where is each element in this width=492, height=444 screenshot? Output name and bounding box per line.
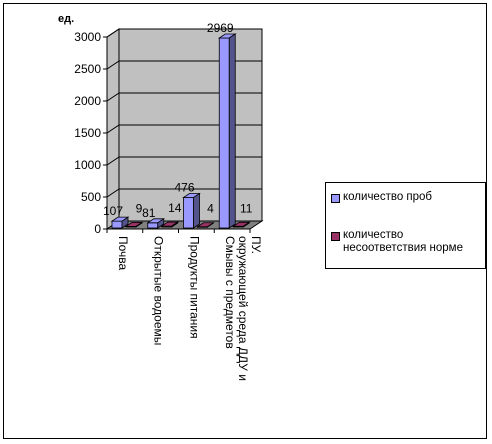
bar-2-2 [160,221,180,228]
legend-swatch-series-2 [331,232,340,241]
bar-2-4 [231,221,251,228]
legend-label-series-1: количество проб [343,191,433,203]
bar-side [228,33,236,229]
data-label-2-3: 4 [207,202,214,216]
gridline [106,156,262,166]
bar-front [183,197,194,229]
x-tick-label-line: Почва [116,236,130,271]
bar-side [193,192,200,229]
bar-1-3 [182,192,201,229]
x-tick-label-2: Открытые водоемы [152,236,166,345]
bar-front [111,220,123,229]
bar-2-3 [196,221,215,228]
bar-front [218,37,230,229]
x-tick-label-line: Продукты питания [187,236,201,339]
y-tick-label: 500 [81,190,101,204]
gridline [106,60,262,70]
legend: количество проб количество несоответстви… [325,182,486,269]
x-tick-label-line: Смывы с предметов [223,236,237,349]
gridline [106,188,262,198]
bar-side [121,216,129,229]
y-axis-label: ед. [58,13,74,25]
legend-swatch-series-1 [331,194,340,203]
x-tick-label-line: Открытые водоемы [152,236,166,345]
data-label-2-1: 9 [136,201,143,215]
y-tick-label: 2500 [74,62,101,76]
data-label-1-3: 476 [174,181,194,195]
x-tick-label-line: окружающей среда ДДУ и [236,236,250,381]
y-tick-label: 3000 [74,30,101,44]
bar-side [242,221,250,228]
gridline [106,92,262,102]
bar-side [171,221,179,228]
y-tick-label: 0 [94,222,101,236]
gridline [106,28,262,38]
gridline [106,124,262,134]
data-label-1-2: 81 [142,206,156,220]
legend-item-series-2: количество несоответствия норме [331,229,486,255]
y-tick-label: 1500 [74,126,101,140]
bar-side [135,221,143,228]
data-label-1-1: 107 [103,204,123,218]
bar-1-2 [146,218,166,229]
x-tick-label-4: Смывы с предметовокружающей среда ДДУ иП… [223,236,263,381]
x-tick-label-3: Продукты питания [187,236,201,339]
y-tick-label: 2000 [74,94,101,108]
data-label-2-4: 11 [240,201,253,215]
bar-2-1 [124,221,144,228]
bar-front [147,222,159,229]
data-label-1-4: 2969 [207,21,234,35]
x-tick-label-line: ПУ. [249,236,263,254]
legend-item-series-1: количество проб [331,191,486,204]
y-tick-label: 1000 [74,158,101,172]
x-tick-label-1: Почва [116,236,130,271]
legend-label-series-2: количество несоответствия норме [343,229,463,254]
bar-side [207,221,214,228]
bar-1-4 [217,33,237,229]
bar-side [157,218,165,229]
data-label-2-2: 14 [168,201,182,215]
bar-1-1 [110,216,130,229]
